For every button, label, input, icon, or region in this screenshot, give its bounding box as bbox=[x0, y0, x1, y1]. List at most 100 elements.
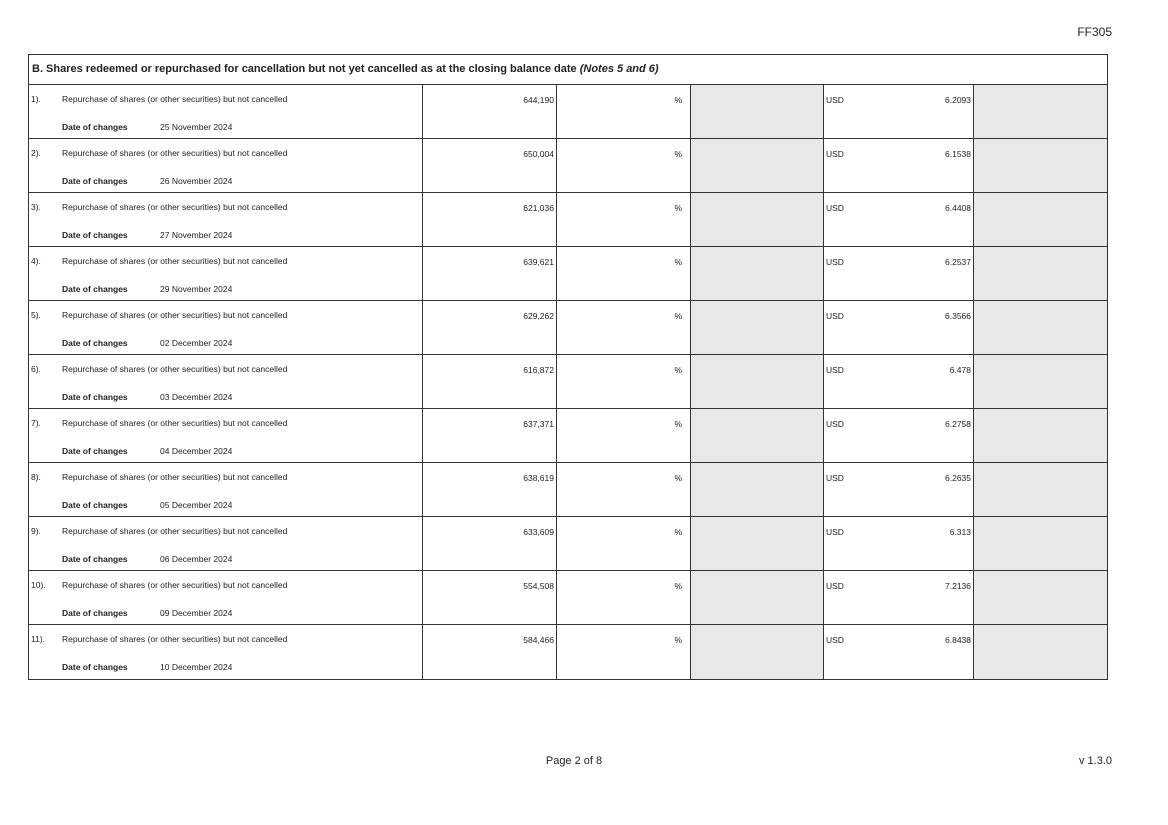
price-value: 6.2537 bbox=[945, 257, 971, 267]
row-number: 2). bbox=[31, 148, 41, 158]
amount-cell: 644,190 bbox=[423, 85, 557, 138]
blank-grey-cell bbox=[691, 193, 824, 246]
price-value: 6.1538 bbox=[945, 149, 971, 159]
price-cell: USD 6.4408 bbox=[824, 193, 974, 246]
percent-cell: % bbox=[557, 517, 691, 570]
date-label: Date of changes bbox=[62, 284, 128, 294]
blank-grey-cell bbox=[691, 85, 824, 138]
date-label: Date of changes bbox=[62, 500, 128, 510]
date-value: 25 November 2024 bbox=[160, 122, 233, 132]
row-description: Repurchase of shares (or other securitie… bbox=[62, 202, 288, 212]
description-cell: 2). Repurchase of shares (or other secur… bbox=[29, 139, 423, 192]
description-cell: 11). Repurchase of shares (or other secu… bbox=[29, 625, 423, 679]
date-label: Date of changes bbox=[62, 230, 128, 240]
description-cell: 6). Repurchase of shares (or other secur… bbox=[29, 355, 423, 408]
price-cell: USD 6.478 bbox=[824, 355, 974, 408]
price-cell: USD 7.2136 bbox=[824, 571, 974, 624]
row-description: Repurchase of shares (or other securitie… bbox=[62, 580, 288, 590]
date-value: 06 December 2024 bbox=[160, 554, 233, 564]
percent-cell: % bbox=[557, 571, 691, 624]
table-row: 10). Repurchase of shares (or other secu… bbox=[29, 571, 1107, 625]
amount-cell: 650,004 bbox=[423, 139, 557, 192]
percent-sign: % bbox=[674, 95, 682, 105]
blank-grey-cell bbox=[974, 625, 1107, 679]
description-cell: 9). Repurchase of shares (or other secur… bbox=[29, 517, 423, 570]
row-description: Repurchase of shares (or other securitie… bbox=[62, 472, 288, 482]
percent-cell: % bbox=[557, 301, 691, 354]
percent-cell: % bbox=[557, 463, 691, 516]
row-number: 6). bbox=[31, 364, 41, 374]
currency: USD bbox=[826, 311, 844, 321]
amount-cell: 584,466 bbox=[423, 625, 557, 679]
date-label: Date of changes bbox=[62, 338, 128, 348]
amount-cell: 629,262 bbox=[423, 301, 557, 354]
blank-grey-cell bbox=[691, 301, 824, 354]
blank-grey-cell bbox=[974, 355, 1107, 408]
share-amount: 554,508 bbox=[523, 581, 554, 591]
section-notes: (Notes 5 and 6) bbox=[579, 63, 659, 75]
row-number: 3). bbox=[31, 202, 41, 212]
date-value: 02 December 2024 bbox=[160, 338, 233, 348]
percent-sign: % bbox=[674, 257, 682, 267]
date-value: 04 December 2024 bbox=[160, 446, 233, 456]
percent-sign: % bbox=[674, 149, 682, 159]
row-description: Repurchase of shares (or other securitie… bbox=[62, 310, 288, 320]
date-value: 05 December 2024 bbox=[160, 500, 233, 510]
blank-grey-cell bbox=[974, 409, 1107, 462]
share-amount: 638,619 bbox=[523, 473, 554, 483]
table-row: 11). Repurchase of shares (or other secu… bbox=[29, 625, 1107, 679]
amount-cell: 616,872 bbox=[423, 355, 557, 408]
table-row: 3). Repurchase of shares (or other secur… bbox=[29, 193, 1107, 247]
blank-grey-cell bbox=[691, 463, 824, 516]
percent-cell: % bbox=[557, 247, 691, 300]
blank-grey-cell bbox=[974, 517, 1107, 570]
blank-grey-cell bbox=[974, 571, 1107, 624]
currency: USD bbox=[826, 365, 844, 375]
price-value: 6.478 bbox=[949, 365, 971, 375]
description-cell: 4). Repurchase of shares (or other secur… bbox=[29, 247, 423, 300]
table-row: 9). Repurchase of shares (or other secur… bbox=[29, 517, 1107, 571]
amount-cell: 639,621 bbox=[423, 247, 557, 300]
currency: USD bbox=[826, 581, 844, 591]
table-row: 2). Repurchase of shares (or other secur… bbox=[29, 139, 1107, 193]
percent-sign: % bbox=[674, 473, 682, 483]
price-cell: USD 6.2537 bbox=[824, 247, 974, 300]
table-row: 4). Repurchase of shares (or other secur… bbox=[29, 247, 1107, 301]
row-number: 8). bbox=[31, 472, 41, 482]
table-row: 7). Repurchase of shares (or other secur… bbox=[29, 409, 1107, 463]
amount-cell: 637,371 bbox=[423, 409, 557, 462]
price-cell: USD 6.2093 bbox=[824, 85, 974, 138]
row-number: 7). bbox=[31, 418, 41, 428]
percent-cell: % bbox=[557, 85, 691, 138]
currency: USD bbox=[826, 95, 844, 105]
blank-grey-cell bbox=[691, 139, 824, 192]
blank-grey-cell bbox=[974, 85, 1107, 138]
date-label: Date of changes bbox=[62, 446, 128, 456]
price-value: 7.2136 bbox=[945, 581, 971, 591]
blank-grey-cell bbox=[691, 355, 824, 408]
price-cell: USD 6.2635 bbox=[824, 463, 974, 516]
description-cell: 8). Repurchase of shares (or other secur… bbox=[29, 463, 423, 516]
percent-sign: % bbox=[674, 203, 682, 213]
currency: USD bbox=[826, 149, 844, 159]
blank-grey-cell bbox=[691, 625, 824, 679]
date-value: 26 November 2024 bbox=[160, 176, 233, 186]
share-amount: 644,190 bbox=[523, 95, 554, 105]
row-description: Repurchase of shares (or other securitie… bbox=[62, 256, 288, 266]
share-amount: 584,466 bbox=[523, 635, 554, 645]
share-amount: 629,262 bbox=[523, 311, 554, 321]
row-number: 11). bbox=[31, 634, 46, 644]
description-cell: 10). Repurchase of shares (or other secu… bbox=[29, 571, 423, 624]
blank-grey-cell bbox=[974, 301, 1107, 354]
price-value: 6.313 bbox=[949, 527, 971, 537]
price-cell: USD 6.3566 bbox=[824, 301, 974, 354]
blank-grey-cell bbox=[691, 517, 824, 570]
percent-sign: % bbox=[674, 419, 682, 429]
price-value: 6.4408 bbox=[945, 203, 971, 213]
price-value: 6.2093 bbox=[945, 95, 971, 105]
date-value: 29 November 2024 bbox=[160, 284, 233, 294]
currency: USD bbox=[826, 419, 844, 429]
percent-sign: % bbox=[674, 365, 682, 375]
blank-grey-cell bbox=[691, 247, 824, 300]
amount-cell: 554,508 bbox=[423, 571, 557, 624]
